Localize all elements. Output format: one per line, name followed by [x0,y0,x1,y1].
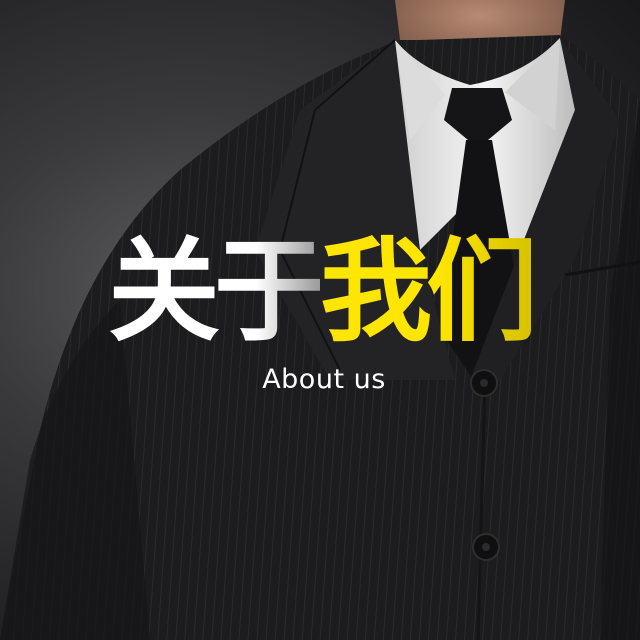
heading-yellow-part: 我们 [320,227,538,357]
heading-white-part: 关于 [108,227,326,357]
lapel-right [470,38,620,380]
about-us-heading: 关于我们 [0,236,640,348]
arm-left [0,300,150,640]
about-us-subtitle: About us [262,364,386,395]
tie-knot [444,88,512,140]
shirt-collar-right [505,38,560,130]
lapel-left [255,40,455,380]
arm-right [600,100,640,640]
shirt-collar-left [395,40,445,140]
